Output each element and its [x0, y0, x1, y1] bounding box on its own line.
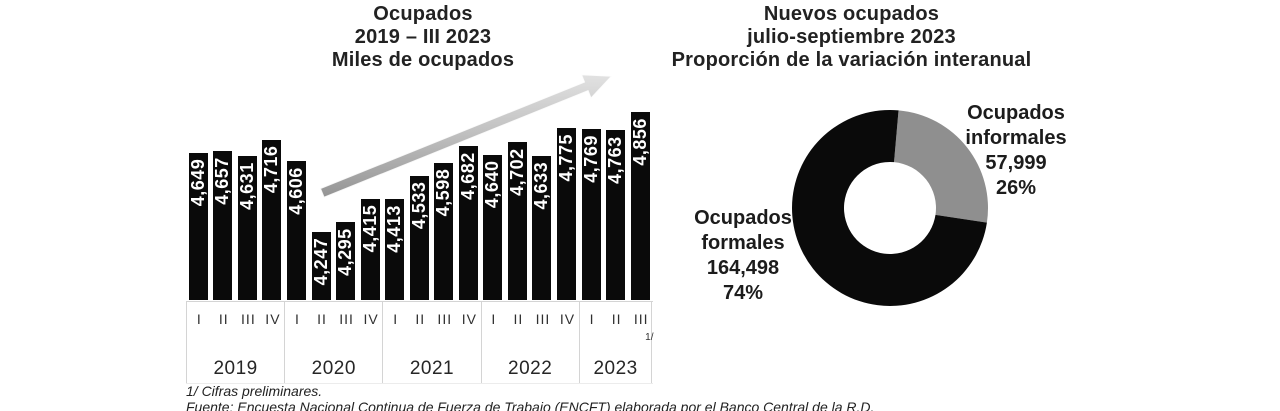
- axis-quarter-label-2023-II: II: [611, 311, 622, 327]
- bar-value-label: 4,631: [236, 162, 257, 210]
- axis-quarter-label-2020-III: III: [339, 311, 354, 327]
- bar-value-label: 4,295: [335, 228, 356, 276]
- bar-value-label: 4,413: [384, 205, 405, 253]
- formales-percent: 74%: [722, 282, 764, 304]
- bar-value-label: 4,702: [506, 148, 527, 196]
- axis-group-2023: I II III 1/2023: [578, 302, 654, 383]
- axis-quarter-label-2021-IV: IV: [461, 311, 477, 327]
- axis-year-label-2019: 2019: [213, 358, 258, 379]
- bar-value-label: 4,769: [580, 135, 601, 183]
- axis-quarter-label-2021-II: II: [415, 311, 426, 327]
- bar-value-label: 4,775: [556, 133, 577, 182]
- bar-2021-II: 4,533: [408, 175, 429, 300]
- bar-value-label: 4,657: [212, 157, 233, 205]
- bar-2019-II: 4,657: [212, 151, 233, 300]
- axis-quarter-label-2021-III: III: [437, 311, 453, 327]
- donut-chart-title: Nuevos ocupados julio-septiembre 2023 Pr…: [655, 3, 1048, 72]
- bar-2022-II: 4,702: [506, 142, 527, 300]
- axis-quarter-label-2023-I: I: [589, 311, 595, 327]
- bar-value-label: 4,415: [359, 204, 380, 253]
- axis-quarter-label-2019-I: I: [196, 311, 202, 327]
- bar-2020-II: 4,247: [310, 231, 331, 300]
- informales-label-line2: informales: [965, 127, 1067, 149]
- bar-value-label: 4,598: [433, 168, 454, 217]
- axis-quarter-label-2020-I: I: [295, 311, 300, 327]
- axis-year-label-2023: 2023: [593, 358, 638, 379]
- bar-2020-III: 4,295: [335, 222, 356, 300]
- axis-group-2022: I II III IV 2022: [480, 302, 579, 383]
- bar-2020-I: 4,606: [285, 161, 306, 300]
- axis-quarter-label-2020-II: II: [317, 311, 327, 327]
- bar-2019-I: 4,649: [187, 152, 208, 300]
- axis-quarter-label-2022-I: I: [491, 311, 497, 327]
- formales-label-line1: Ocupados: [694, 207, 792, 229]
- donut-chart-title-line2: julio-septiembre 2023: [747, 26, 956, 48]
- donut-chart-title-line3: Proporción de la variación interanual: [671, 49, 1032, 71]
- axis-quarter-label-2019-III: III: [241, 311, 256, 327]
- axis-footnote-marker: 1/: [645, 332, 654, 343]
- axis-quarter-label-2019-IV: IV: [265, 311, 281, 327]
- axis-year-label-2020: 2020: [311, 358, 356, 379]
- bar-2022-III: 4,633: [531, 155, 552, 300]
- bar-2022-I: 4,640: [482, 154, 503, 300]
- axis-quarter-label-2022-IV: IV: [559, 311, 576, 327]
- bar-value-label: 4,247: [310, 237, 331, 286]
- bar-2019-IV: 4,716: [261, 139, 282, 300]
- formales-label-line2: formales: [701, 232, 785, 254]
- informales-value: 57,999: [985, 152, 1047, 174]
- axis-group-2021: I II III IV 2021: [382, 302, 480, 383]
- axis-quarter-label-2022-III: III: [535, 311, 551, 327]
- bar-value-label: 4,716: [261, 145, 282, 194]
- bar-2022-IV: 4,775: [556, 127, 577, 300]
- axis-quarter-label-2021-I: I: [393, 311, 399, 327]
- bar-chart-title-line2: 2019 – III 2023: [354, 26, 492, 48]
- bar-value-label: 4,682: [457, 152, 478, 200]
- bar-chart-category-axis: I II III IV 2019 I II III IV 2020 I II III IV 2021 I II I…: [186, 301, 654, 384]
- bar-2020-IV: 4,415: [359, 198, 380, 300]
- formales-value: 164,498: [706, 257, 780, 279]
- axis-quarter-label-2019-II: II: [218, 311, 229, 327]
- bar-2023-II: 4,763: [605, 130, 626, 300]
- bar-chart-title-line3: Miles de ocupados: [331, 49, 515, 71]
- footnote-preliminary: 1/ Cifras preliminares.: [186, 383, 323, 399]
- axis-quarter-label-2020-IV: IV: [363, 311, 379, 327]
- bar-value-label: 4,633: [531, 161, 552, 210]
- bar-chart-title: Ocupados 2019 – III 2023 Miles de ocupad…: [273, 3, 573, 72]
- informales-label-line1: Ocupados: [967, 102, 1065, 124]
- bar-2021-IV: 4,682: [457, 146, 478, 300]
- donut-label-informales: Ocupados informales 57,999 26%: [926, 101, 1106, 201]
- informales-percent: 26%: [995, 177, 1037, 199]
- bar-value-label: 4,606: [285, 167, 306, 215]
- footnote-source: Fuente: Encuesta Nacional Continua de Fu…: [186, 399, 875, 411]
- axis-year-label-2022: 2022: [508, 358, 553, 379]
- bar-value-label: 4,763: [605, 136, 626, 184]
- bar-value-label: 4,640: [482, 160, 503, 209]
- axis-year-label-2021: 2021: [409, 358, 455, 379]
- bar-2021-I: 4,413: [384, 199, 405, 300]
- donut-chart: [792, 109, 989, 306]
- bar-2019-III: 4,631: [236, 156, 257, 300]
- bar-value-label: 4,856: [629, 118, 650, 166]
- bar-2023-III: 4,856: [629, 112, 650, 300]
- donut-chart-title-line1: Nuevos ocupados: [763, 3, 940, 25]
- bar-chart-title-line1: Ocupados: [373, 3, 473, 25]
- donut-slice-ocupados-informales: [894, 110, 989, 223]
- axis-quarter-label-2023-III: III: [633, 311, 649, 327]
- bar-2023-I: 4,769: [580, 129, 601, 300]
- axis-group-2020: I II III IV 2020: [284, 302, 382, 383]
- axis-quarter-label-2022-II: II: [513, 311, 524, 327]
- donut-slice-ocupados-formales: [792, 109, 987, 306]
- axis-group-2019: I II III IV 2019: [186, 302, 284, 383]
- bar-value-label: 4,533: [408, 181, 429, 230]
- bar-value-label: 4,649: [187, 158, 208, 207]
- bar-2021-III: 4,598: [433, 162, 454, 300]
- donut-label-formales: Ocupados formales 164,498 74%: [653, 206, 833, 306]
